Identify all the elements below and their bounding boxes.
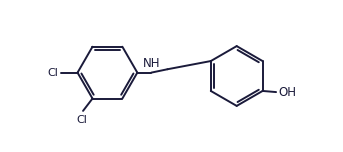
Text: Cl: Cl (76, 115, 87, 125)
Text: NH: NH (143, 57, 161, 70)
Text: OH: OH (279, 86, 297, 99)
Text: Cl: Cl (48, 68, 59, 78)
